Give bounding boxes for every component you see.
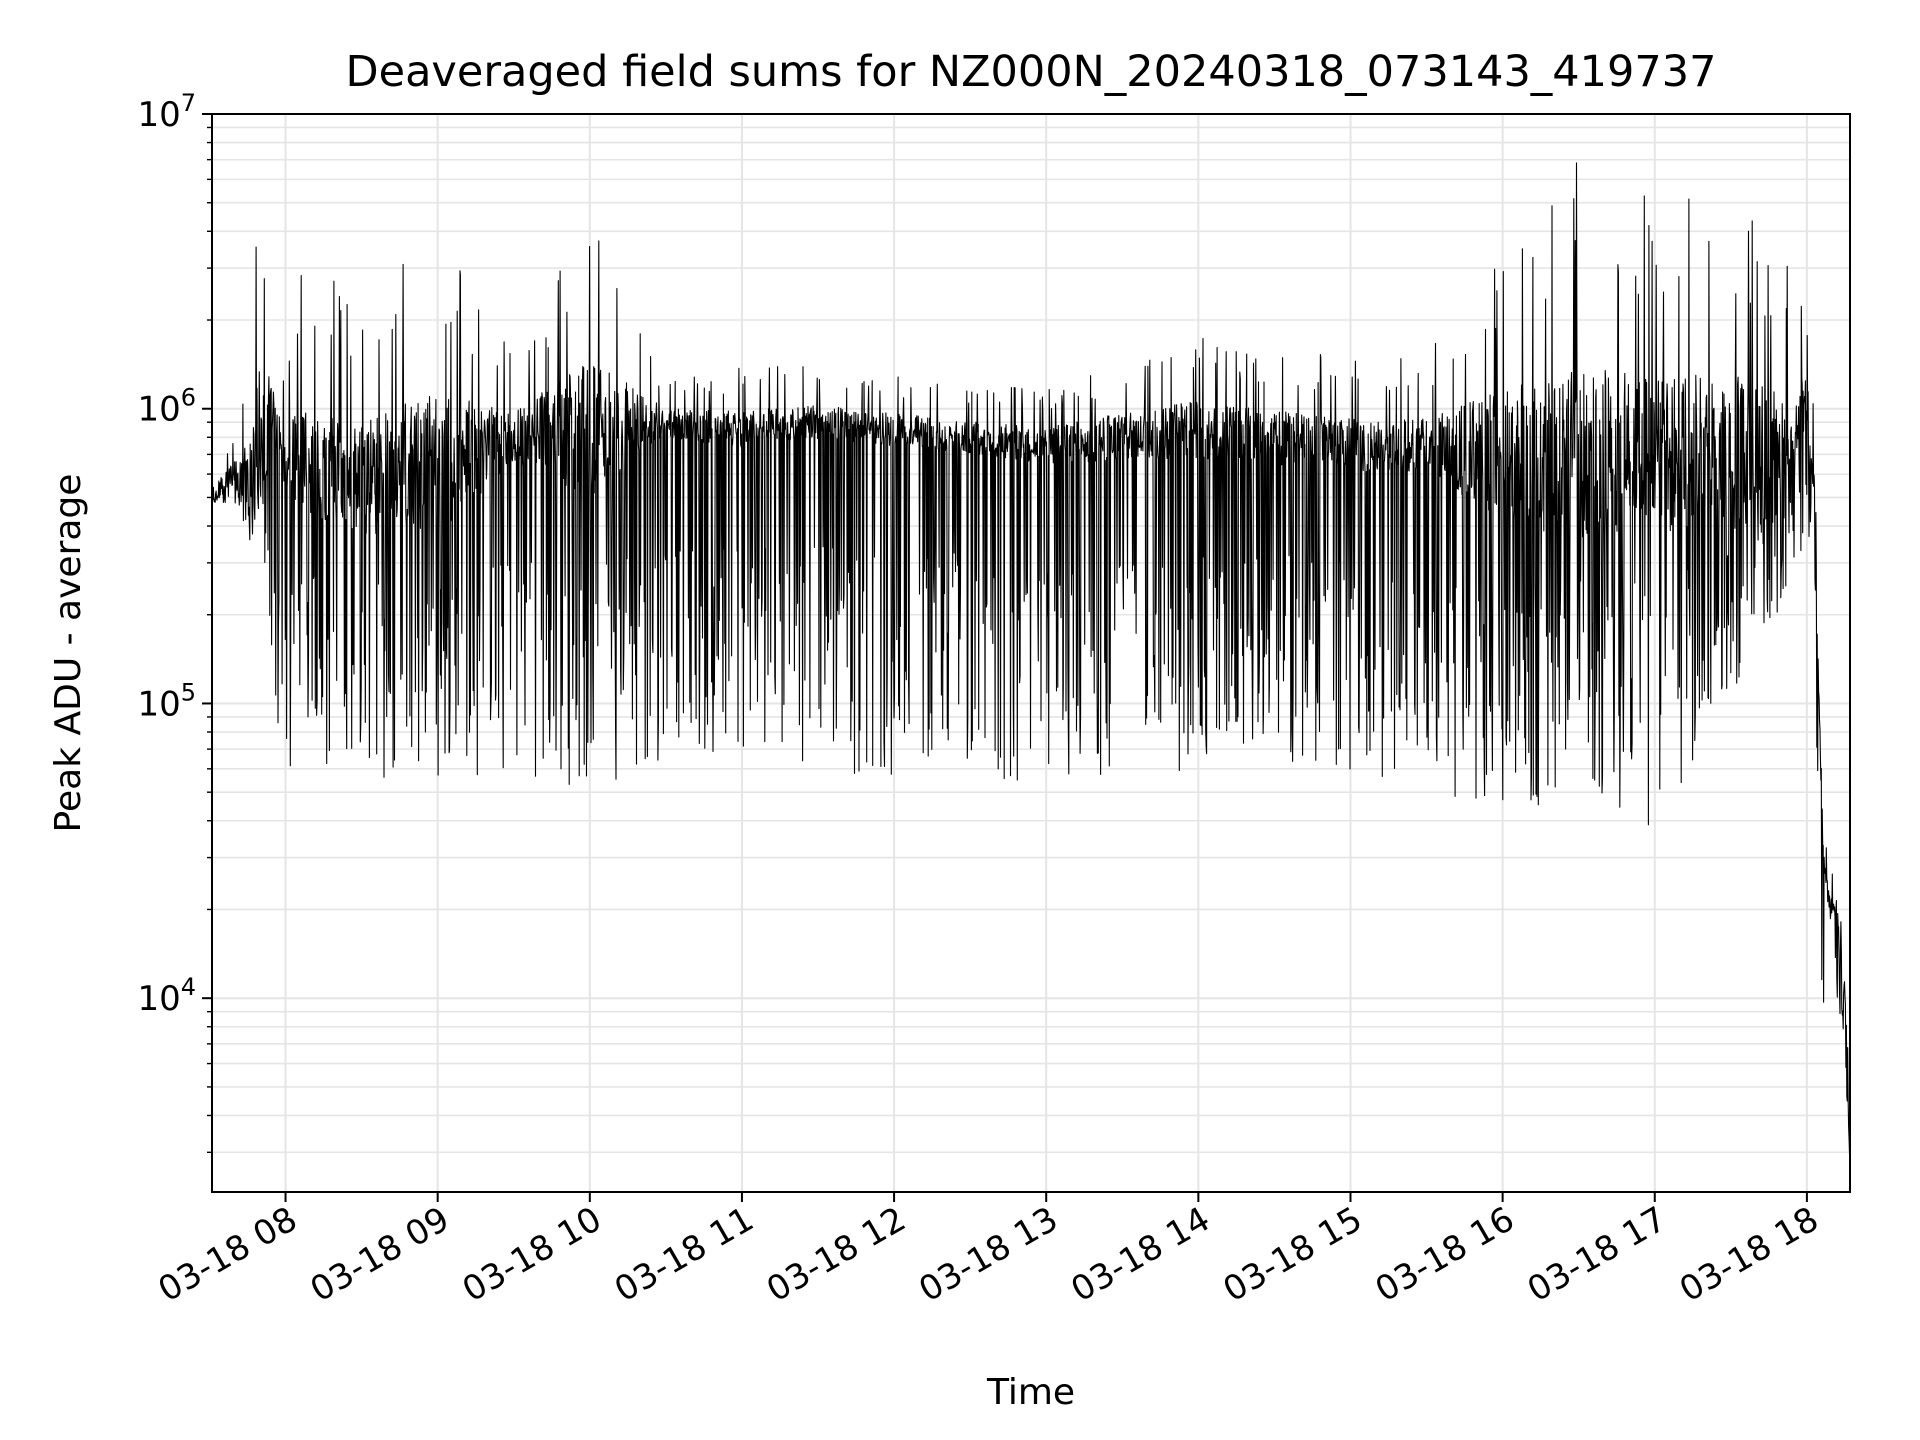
x-tick-label: 03-18 11 (608, 1199, 760, 1310)
chart-title: Deaveraged field sums for NZ000N_2024031… (346, 47, 1717, 97)
x-tick-label: 03-18 17 (1521, 1199, 1673, 1310)
x-axis: 03-18 08 03-18 09 03-18 10 03-18 11 03-18 12… (152, 1192, 1825, 1310)
x-tick-label: 03-18 12 (760, 1199, 912, 1310)
x-tick-label: 03-18 10 (456, 1199, 608, 1310)
x-tick-label: 03-18 14 (1064, 1199, 1216, 1310)
plot-frame (211, 113, 1851, 1193)
y-tick-label: 104 (137, 973, 196, 1019)
data-series (211, 162, 1851, 1155)
x-axis-label: Time (986, 1372, 1075, 1413)
x-tick-label: 03-18 09 (304, 1199, 456, 1310)
x-tick-label: 03-18 15 (1217, 1199, 1369, 1310)
y-tick-label: 107 (137, 89, 196, 135)
y-tick-label: 106 (137, 384, 196, 430)
y-tick-label: 105 (137, 678, 196, 724)
series-line (211, 162, 1851, 1155)
y-axis-label: Peak ADU - average (48, 474, 89, 833)
y-axis: 104 105 106 107 (137, 89, 212, 1154)
x-tick-label: 03-18 16 (1369, 1199, 1521, 1310)
x-tick-label: 03-18 13 (912, 1199, 1064, 1310)
x-tick-label: 03-18 18 (1673, 1199, 1825, 1310)
x-tick-label: 03-18 08 (152, 1199, 304, 1310)
